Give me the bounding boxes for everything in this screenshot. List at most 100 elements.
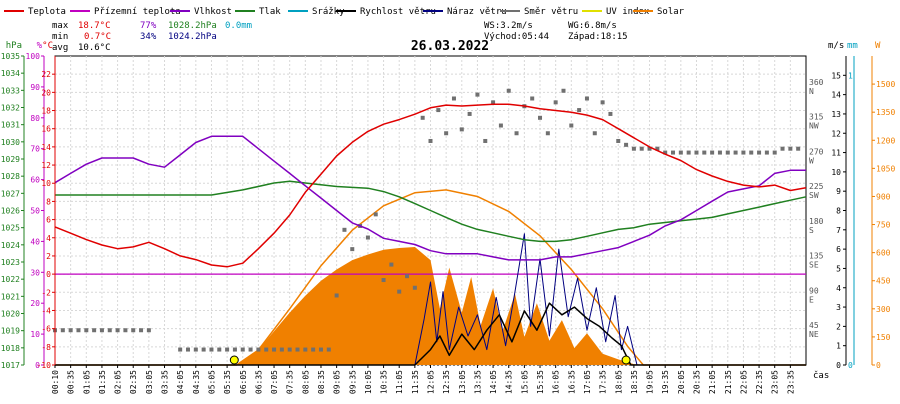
time-tick-label: 04:05: [176, 370, 185, 394]
time-tick-label: 14:05: [489, 370, 498, 394]
time-tick-label: 11:35: [411, 370, 420, 394]
axis-tick-label-hpa: 1025: [1, 224, 20, 233]
axis-tick-label-percent: 70: [30, 145, 40, 154]
axis-tick-label-celsius: 16: [41, 125, 51, 134]
stat-avg-temp: 10.6°C: [78, 43, 111, 53]
wind-direction-dot: [131, 328, 136, 333]
axis-tick-label-hpa: 1026: [1, 207, 20, 216]
wind-direction-dot: [631, 146, 636, 151]
axis-tick-label-percent: 10: [30, 330, 40, 339]
axis-tick-label-ms: 1: [836, 342, 841, 351]
wind-direction-dot: [538, 115, 543, 120]
axis-unit-celsius: °C: [42, 41, 53, 51]
wind-direction-dot: [225, 347, 230, 352]
axis-tick-label-wm2: 1200: [876, 136, 895, 145]
axis-tick-label-celsius: -6: [41, 325, 51, 334]
series-humidity: [54, 135, 806, 261]
wind-direction-dot: [139, 328, 144, 333]
direction-tick-label: 90: [809, 286, 819, 295]
wind-direction-dot: [240, 347, 245, 352]
wind-direction-dot: [647, 146, 652, 151]
axis-tick-label-celsius: 22: [41, 70, 51, 79]
time-tick-label: 01:05: [82, 370, 91, 394]
time-tick-label: 01:35: [98, 370, 107, 394]
axis-tick-label-percent: 20: [30, 299, 40, 308]
time-tick-label: 08:05: [301, 370, 310, 394]
wind-direction-dot: [444, 131, 449, 136]
axis-tick-label-hpa: 1022: [1, 275, 20, 284]
sun-marker: [621, 355, 631, 365]
direction-tick-label: NW: [809, 122, 819, 131]
axis-tick-label-wm2: 750: [876, 221, 891, 230]
wind-direction-dot: [475, 92, 480, 97]
time-tick-label: 03:05: [145, 370, 154, 394]
axis-tick-label-celsius: 0: [46, 270, 51, 279]
stat-avg-label: avg: [52, 43, 68, 53]
wind-direction-dot: [287, 347, 292, 352]
wind-direction-dot: [420, 115, 425, 120]
wind-direction-dot: [264, 347, 269, 352]
time-tick-label: 07:35: [286, 370, 295, 394]
wind-direction-dot: [412, 285, 417, 290]
axis-tick-label-ms: 15: [831, 71, 841, 80]
axis-tick-label-percent: 50: [30, 207, 40, 216]
wind-direction-dot: [483, 138, 488, 143]
wind-direction-dot: [76, 328, 81, 333]
wind-direction-dot: [92, 328, 97, 333]
series-pressure: [55, 180, 807, 243]
wind-direction-dot: [694, 150, 699, 155]
series-wind-speed: [55, 302, 806, 366]
wind-direction-dot: [655, 146, 660, 151]
wind-direction-dot: [616, 138, 621, 143]
wind-direction-dot: [84, 328, 89, 333]
wind-direction-dot: [193, 347, 198, 352]
axis-tick-label-hpa: 1024: [1, 241, 20, 250]
axis-tick-label-celsius: 14: [41, 143, 51, 152]
wind-direction-dot: [334, 293, 339, 298]
sun-marker: [229, 355, 239, 365]
series-wind-gust: [55, 233, 806, 366]
time-tick-label: 15:35: [536, 370, 545, 394]
wind-direction-dot: [451, 96, 456, 101]
sunrise-info: Východ:05:44: [484, 32, 549, 42]
wind-direction-dot: [772, 150, 777, 155]
wind-direction-dot: [68, 328, 73, 333]
axis-tick-label-wm2: 450: [876, 277, 891, 286]
direction-tick-label: 45: [809, 321, 819, 330]
direction-tick-label: 135: [809, 252, 824, 261]
wind-direction-dot: [491, 100, 496, 105]
wind-direction-dot: [577, 108, 582, 113]
time-tick-label: 22:05: [739, 370, 748, 394]
wind-direction-dot: [185, 347, 190, 352]
stat-min-hum: 34%: [140, 32, 157, 42]
legend-label: Přízemní teplota: [94, 7, 181, 17]
direction-tick-label: 360: [809, 78, 824, 87]
time-tick-label: 02:05: [114, 370, 123, 394]
time-tick-label: 18:05: [614, 370, 623, 394]
legend-label: Náraz větru: [447, 7, 507, 17]
direction-tick-label: 315: [809, 113, 824, 122]
wind-direction-dot: [702, 150, 707, 155]
wind-direction-dot: [584, 96, 589, 101]
time-tick-label: 04:35: [192, 370, 201, 394]
wind-direction-dot: [459, 127, 464, 132]
legend-label: Solar: [657, 7, 685, 17]
axis-tick-label-hpa: 1017: [1, 361, 20, 370]
axis-tick-label-ms: 11: [831, 149, 841, 158]
time-tick-label: 12:35: [442, 370, 451, 394]
wind-direction-dot: [209, 347, 214, 352]
time-tick-label: 09:05: [333, 370, 342, 394]
axis-unit-wm2: W: [875, 41, 881, 51]
wind-direction-dot: [405, 274, 410, 279]
time-tick-label: 20:35: [692, 370, 701, 394]
series-solar-clear: [55, 189, 806, 366]
axis-tick-label-celsius: 6: [46, 216, 51, 225]
direction-tick-label: S: [809, 226, 814, 235]
time-tick-label: 21:05: [708, 370, 717, 394]
wind-direction-dot: [741, 150, 746, 155]
wind-direction-dot: [561, 88, 566, 93]
wind-direction-dot: [256, 347, 261, 352]
time-tick-label: 08:35: [317, 370, 326, 394]
time-tick-label: 06:05: [239, 370, 248, 394]
